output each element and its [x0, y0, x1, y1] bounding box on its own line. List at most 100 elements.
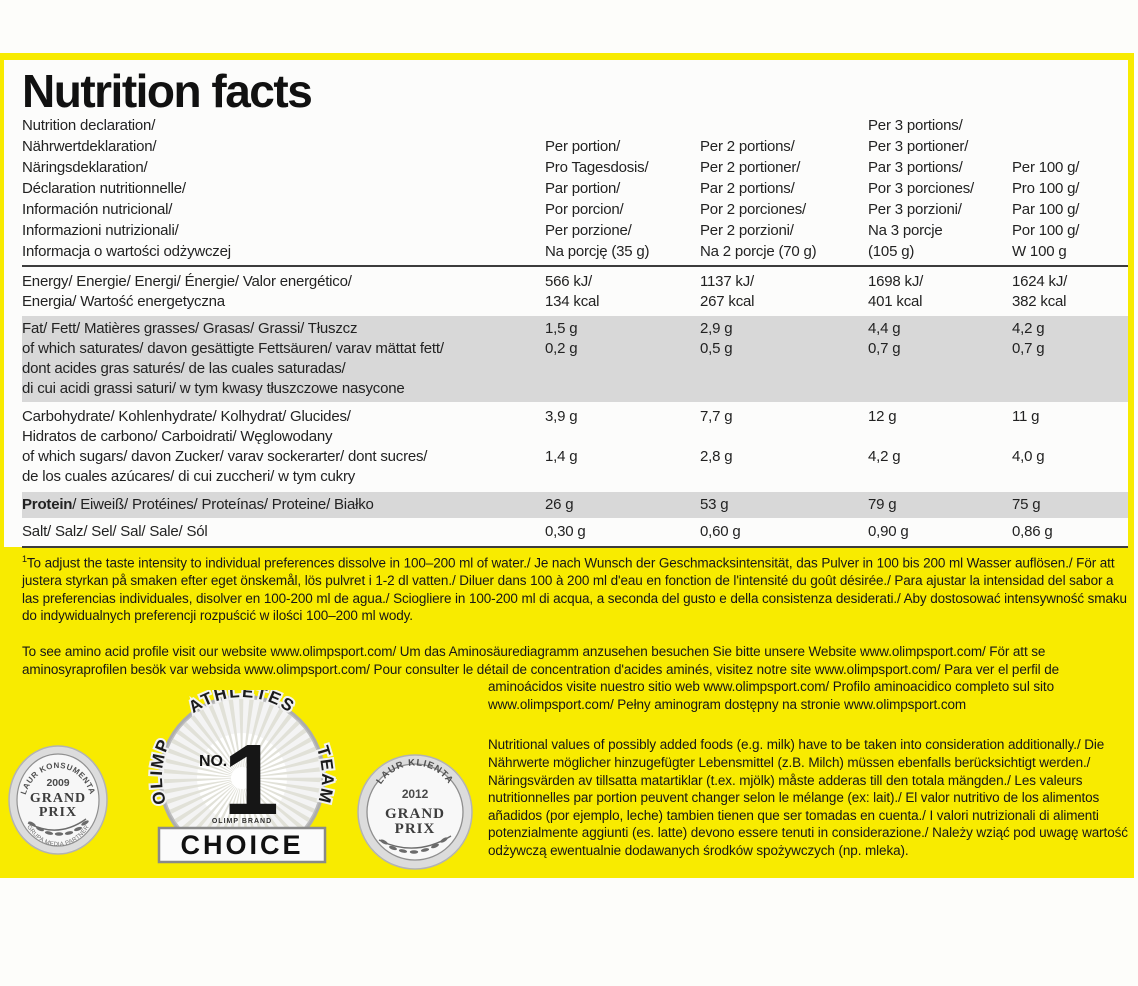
- header-line: W 100 g: [1012, 243, 1067, 260]
- header-line: Pro Tagesdosis/: [545, 159, 649, 176]
- header-line: Pro 100 g/: [1012, 180, 1080, 197]
- badge-year: 2009: [47, 777, 70, 789]
- header-line: Déclaration nutritionnelle/: [22, 180, 186, 197]
- value: 382 kcal: [1012, 293, 1067, 310]
- value: 0,86 g: [1012, 523, 1053, 540]
- value: 3,9 g: [545, 408, 578, 425]
- label-line: Energy/ Energie/ Energi/ Énergie/ Valor …: [22, 273, 352, 290]
- footnote-dissolve-instructions: 1To adjust the taste intensity to indivi…: [22, 551, 1128, 625]
- value: 12 g: [868, 408, 897, 425]
- value-per-portion: 26 g: [545, 495, 700, 515]
- header-line: Par 2 portions/: [700, 180, 795, 197]
- label-line: Fat/ Fett/ Matières grasses/ Grasas/ Gra…: [22, 320, 358, 337]
- table-row-fat: Fat/ Fett/ Matières grasses/ Grasas/ Gra…: [22, 316, 1128, 402]
- label-line: de los cuales azúcares/ di cui zuccheri/…: [22, 468, 356, 485]
- value-per-portion: 566 kJ/ 134 kcal: [545, 272, 700, 312]
- header-line: Näringsdeklaration/: [22, 159, 148, 176]
- value: 1624 kJ/: [1012, 273, 1068, 290]
- footnote-amino-acid-profile: To see amino acid profile visit our webs…: [22, 644, 1060, 712]
- value: 0,30 g: [545, 523, 586, 540]
- value-per-portion: 1,5 g 0,2 g: [545, 319, 700, 399]
- value: 0,90 g: [868, 523, 909, 540]
- value: 0,7 g: [1012, 340, 1045, 357]
- value: 1137 kJ/: [700, 273, 754, 290]
- header-line: Per 3 porzioni/: [868, 201, 962, 218]
- header-per-2-portions: Per 2 portions/ Per 2 portioner/ Par 2 p…: [700, 136, 868, 262]
- value: 53 g: [700, 496, 729, 513]
- header-per-3-portions: Per 3 portions/ Per 3 portioner/ Par 3 p…: [868, 115, 1012, 262]
- value-per-portion: 0,30 g: [545, 522, 700, 542]
- row-label: Salt/ Salz/ Sel/ Sal/ Sale/ Sól: [22, 522, 545, 542]
- header-line: Por 2 porciones/: [700, 201, 807, 218]
- value: 75 g: [1012, 496, 1041, 513]
- value: [1012, 427, 1128, 447]
- value: 4,0 g: [1012, 448, 1045, 465]
- label-line: Hidratos de carbono/ Carboidrati/ Węglow…: [22, 428, 333, 445]
- badge-grand: GRAND: [30, 791, 86, 806]
- header-line: Par 3 portions/: [868, 159, 963, 176]
- value: 1698 kJ/: [868, 273, 924, 290]
- badge-brand-text: OLIMP BRAND: [212, 818, 272, 825]
- header-line: Par 100 g/: [1012, 201, 1080, 218]
- header-line: Por 100 g/: [1012, 222, 1080, 239]
- header-line: Nutrition declaration/: [22, 117, 156, 134]
- value: 0,2 g: [545, 340, 578, 357]
- value-per-2: 2,9 g 0,5 g: [700, 319, 868, 399]
- value: 26 g: [545, 496, 574, 513]
- row-label: Fat/ Fett/ Matières grasses/ Grasas/ Gra…: [22, 319, 545, 399]
- value: 267 kcal: [700, 293, 755, 310]
- header-per-100g: Per 100 g/ Pro 100 g/ Par 100 g/ Por 100…: [1012, 157, 1128, 262]
- header-line: Per 2 portioner/: [700, 159, 801, 176]
- badge-year: 2012: [402, 787, 429, 801]
- choice-banner: [157, 826, 327, 864]
- badge-prix: PRIX: [39, 805, 77, 820]
- badge-number-one: 1: [223, 724, 279, 836]
- footnote-superscript: 1: [22, 554, 27, 564]
- header-line: Per porzione/: [545, 222, 632, 239]
- badge-prix: PRIX: [395, 821, 436, 837]
- laur-klienta-2012-badge: LAUR KLIENTA 2012 GRAND PRIX: [357, 754, 473, 870]
- header-line: Na 3 porcje: [868, 222, 943, 239]
- protein-rest: / Eiweiß/ Protéines/ Proteínas/ Proteine…: [72, 496, 374, 513]
- table-row-carbohydrate: Carbohydrate/ Kohlenhydrate/ Kolhydrat/ …: [22, 402, 1128, 492]
- value-per-100: 0,86 g: [1012, 522, 1128, 542]
- table-row-energy: Energy/ Energie/ Energi/ Énergie/ Valor …: [22, 267, 1128, 316]
- value: 1,5 g: [545, 320, 578, 337]
- award-badges-area: LAUR KONSUMENTA 2009 GRAND PRIX GRUPA ME…: [8, 643, 488, 903]
- value: 4,2 g: [868, 448, 901, 465]
- value: 79 g: [868, 496, 897, 513]
- header-line: Por porcion/: [545, 201, 624, 218]
- badge-no-label: NO.: [199, 753, 227, 770]
- value: 1,4 g: [545, 448, 578, 465]
- value-per-3: 12 g 4,2 g: [868, 407, 1012, 487]
- header-line: Informazioni nutrizionali/: [22, 222, 179, 239]
- value-per-3: 79 g: [868, 495, 1012, 515]
- header-line: Per portion/: [545, 138, 621, 155]
- header-line: Informacja o wartości odżywczej: [22, 243, 231, 260]
- value-per-3: 4,4 g 0,7 g: [868, 319, 1012, 399]
- value: 0,5 g: [700, 340, 733, 357]
- value-per-3: 0,90 g: [868, 522, 1012, 542]
- nutrition-table-panel: [4, 60, 1128, 547]
- header-line: Per 3 portions/: [868, 117, 963, 134]
- value: 7,7 g: [700, 408, 733, 425]
- header-per-portion: Per portion/ Pro Tagesdosis/ Par portion…: [545, 136, 700, 262]
- value: 134 kcal: [545, 293, 600, 310]
- value-per-2: 53 g: [700, 495, 868, 515]
- row-label: Carbohydrate/ Kohlenhydrate/ Kolhydrat/ …: [22, 407, 545, 487]
- value-per-100: 4,2 g 0,7 g: [1012, 319, 1128, 399]
- header-line: Per 3 portioner/: [868, 138, 969, 155]
- value-per-3: 1698 kJ/ 401 kcal: [868, 272, 1012, 312]
- page-title: Nutrition facts: [22, 65, 313, 117]
- badge-grand: GRAND: [385, 806, 445, 822]
- header-line: Par portion/: [545, 180, 621, 197]
- footnotes-flow-area: LAUR KONSUMENTA 2009 GRAND PRIX GRUPA ME…: [8, 643, 1128, 903]
- value-per-2: 1137 kJ/ 267 kcal: [700, 272, 868, 312]
- header-declaration: Nutrition declaration/ Nährwertdeklarati…: [22, 115, 545, 262]
- table-row-salt: Salt/ Salz/ Sel/ Sal/ Sale/ Sól 0,30 g 0…: [22, 518, 1128, 548]
- laur-konsumenta-2009-badge: LAUR KONSUMENTA 2009 GRAND PRIX GRUPA ME…: [8, 745, 108, 855]
- sunburst: [163, 699, 321, 857]
- header-line: Nährwertdeklaration/: [22, 138, 157, 155]
- table-row-protein: Protein/ Eiweiß/ Protéines/ Proteínas/ P…: [22, 492, 1128, 518]
- row-label: Protein/ Eiweiß/ Protéines/ Proteínas/ P…: [22, 495, 545, 515]
